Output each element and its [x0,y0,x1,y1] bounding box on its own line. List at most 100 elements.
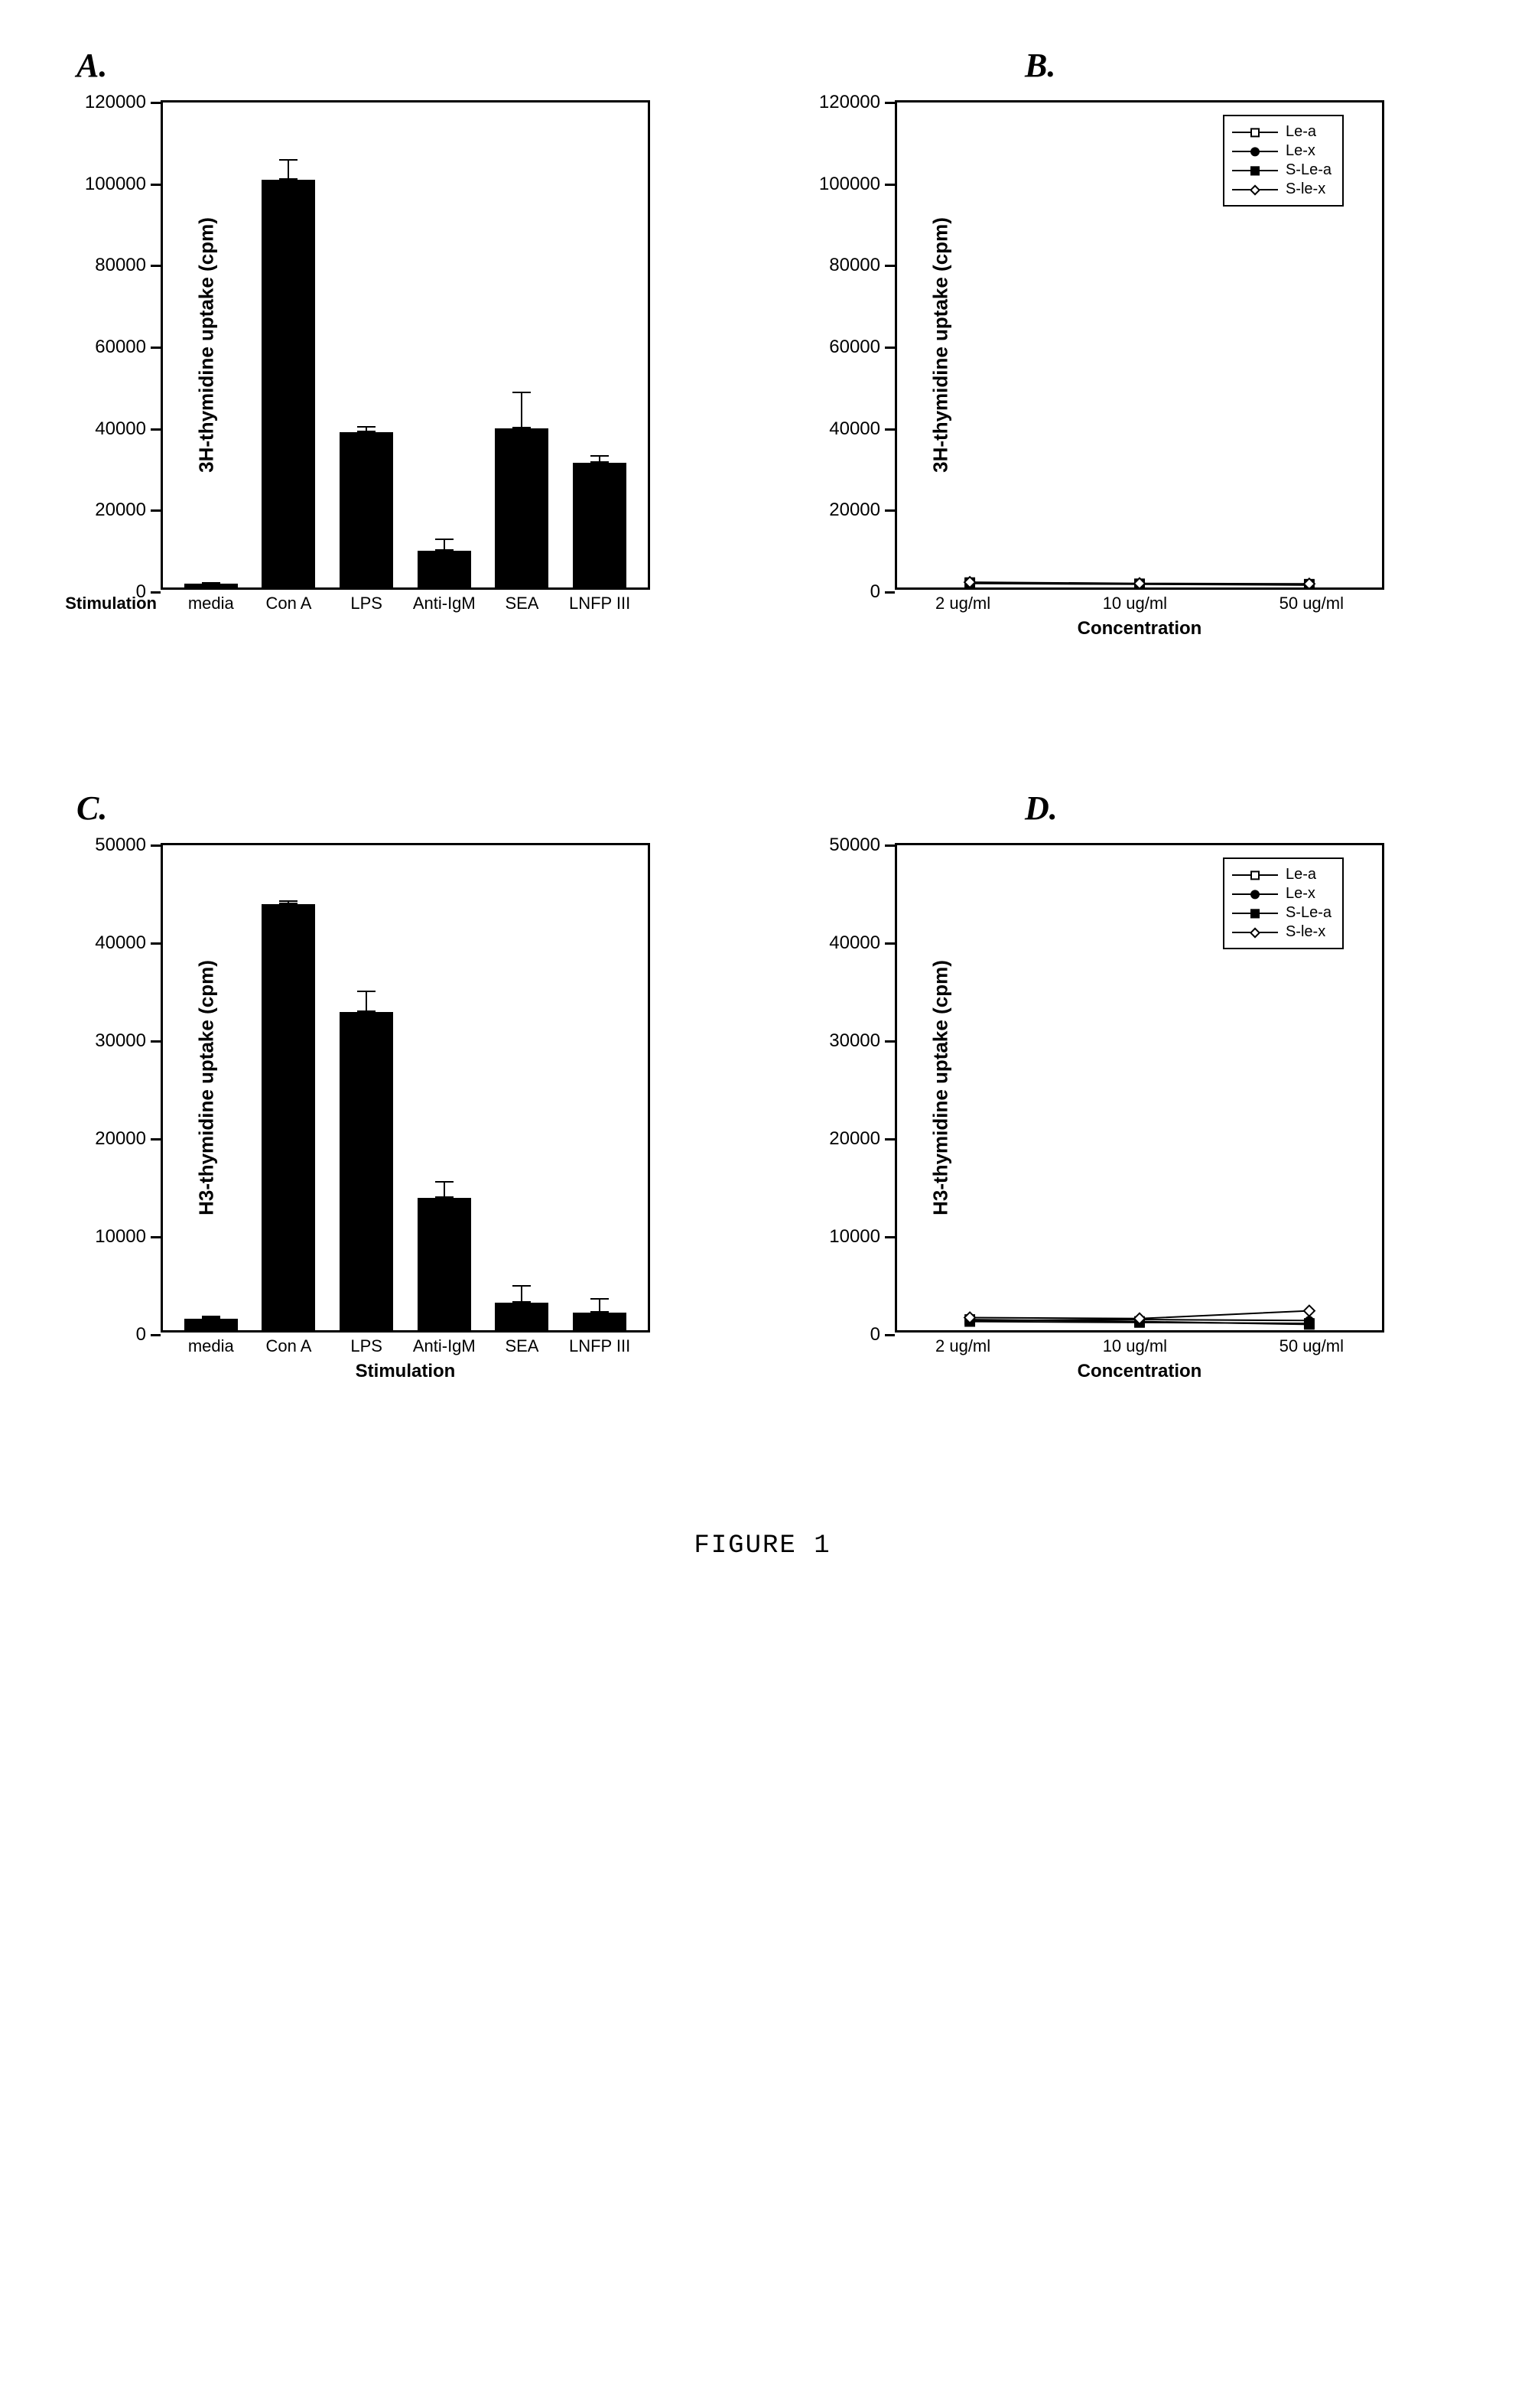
ytick-label: 40000 [95,418,146,440]
legend-label: Le-a [1286,122,1316,142]
ytick [885,428,895,431]
ytick [151,347,161,349]
ytick [885,265,895,267]
ytick [885,102,895,104]
ytick-label: 30000 [829,1030,880,1052]
ytick [151,102,161,104]
xtick-label: 10 ug/ml [1103,594,1167,613]
xtick-label: Con A [255,1336,321,1356]
panel-b: B. 3H-thymidine uptake (cpm) 02000040000… [795,46,1407,590]
ytick [151,265,161,267]
ytick [151,1138,161,1141]
panel-a-plot [163,103,648,587]
bar [418,1198,471,1330]
error-bar [210,582,212,584]
legend-row: S-Le-a [1232,161,1332,180]
panel-d-legend: Le-aLe-xS-Le-aS-le-x [1223,857,1344,949]
ytick-label: 20000 [95,499,146,521]
ytick-label: 20000 [829,1128,880,1150]
ytick [885,1236,895,1238]
ytick [885,347,895,349]
xtick-label: Anti-IgM [411,594,477,613]
panel-a-xticks: mediaCon ALPSAnti-IgMSEALNFP III [163,587,648,613]
bar [262,904,315,1330]
ytick-label: 60000 [95,337,146,358]
legend-row: S-Le-a [1232,903,1332,923]
ytick-label: 100000 [85,174,146,195]
ytick-label: 80000 [829,255,880,276]
xtick-label: media [178,1336,244,1356]
ytick [885,1334,895,1336]
xtick-label: SEA [489,1336,554,1356]
ytick [151,844,161,847]
row-1: A. 3H-thymidine uptake (cpm) 02000040000… [61,46,1464,590]
ytick-label: 0 [870,1324,880,1346]
ytick-label: 120000 [85,92,146,113]
legend-label: Le-a [1286,865,1316,884]
ytick [885,1040,895,1043]
panel-d-xlabel: Concentration [897,1361,1382,1382]
legend-row: Le-x [1232,884,1332,903]
ytick-label: 60000 [829,337,880,358]
xtick-label: 2 ug/ml [935,1336,990,1356]
bar [418,551,471,587]
ytick-label: 0 [870,581,880,603]
panel-d-label: D. [1025,789,1407,828]
bar [262,180,315,587]
legend-label: S-Le-a [1286,903,1332,923]
legend-row: Le-x [1232,142,1332,161]
series-marker [1304,1306,1315,1316]
panel-c-xlabel: Stimulation [163,1361,648,1382]
ytick [885,591,895,594]
panel-c-chart: H3-thymidine uptake (cpm) 01000020000300… [161,843,650,1333]
panel-b-label: B. [1025,46,1407,85]
xtick-label: LNFP III [567,594,632,613]
figure-caption: FIGURE 1 [61,1531,1464,1560]
ytick-label: 40000 [829,418,880,440]
error-bar [366,426,367,432]
xtick-label: 10 ug/ml [1103,1336,1167,1356]
bar [573,1313,626,1330]
legend-row: Le-a [1232,122,1332,142]
error-bar [366,991,367,1012]
error-bar [599,1298,600,1313]
bar [340,432,393,587]
ytick-label: 80000 [95,255,146,276]
ytick-label: 40000 [95,932,146,954]
legend-label: Le-x [1286,142,1315,161]
row-2: C. H3-thymidine uptake (cpm) 01000020000… [61,789,1464,1333]
xtick-label: 50 ug/ml [1280,1336,1344,1356]
error-bar [210,1316,212,1319]
ytick [885,942,895,945]
legend-row: S-le-x [1232,180,1332,199]
xtick-label: LPS [333,594,399,613]
panel-b-xticks: 2 ug/ml10 ug/ml50 ug/ml [897,587,1382,613]
ytick-label: 40000 [829,932,880,954]
ytick-label: 20000 [829,499,880,521]
ytick-label: 120000 [819,92,880,113]
legend-label: S-le-x [1286,180,1325,199]
ytick-label: 10000 [829,1226,880,1248]
xtick-label: Anti-IgM [411,1336,477,1356]
figure-page: A. 3H-thymidine uptake (cpm) 02000040000… [61,46,1464,1560]
panel-b-legend: Le-aLe-xS-Le-aS-le-x [1223,115,1344,207]
ytick [151,184,161,186]
ytick-label: 50000 [95,835,146,856]
panel-b-chart: 3H-thymidine uptake (cpm) 02000040000600… [895,100,1384,590]
bar [495,1303,548,1330]
panel-c-xticks: mediaCon ALPSAnti-IgMSEALNFP III [163,1330,648,1356]
xtick-label: LPS [333,1336,399,1356]
ytick [151,509,161,512]
panel-a-xlabel: Stimulation [65,587,163,613]
error-bar [599,455,600,464]
series-marker [1305,1319,1314,1328]
ytick [885,509,895,512]
bar [573,463,626,587]
bar [340,1012,393,1330]
error-bar [444,1181,445,1198]
panel-a: A. 3H-thymidine uptake (cpm) 02000040000… [61,46,673,590]
error-bar [521,392,522,428]
ytick-label: 50000 [829,835,880,856]
panel-b-xlabel: Concentration [897,618,1382,639]
ytick [151,428,161,431]
